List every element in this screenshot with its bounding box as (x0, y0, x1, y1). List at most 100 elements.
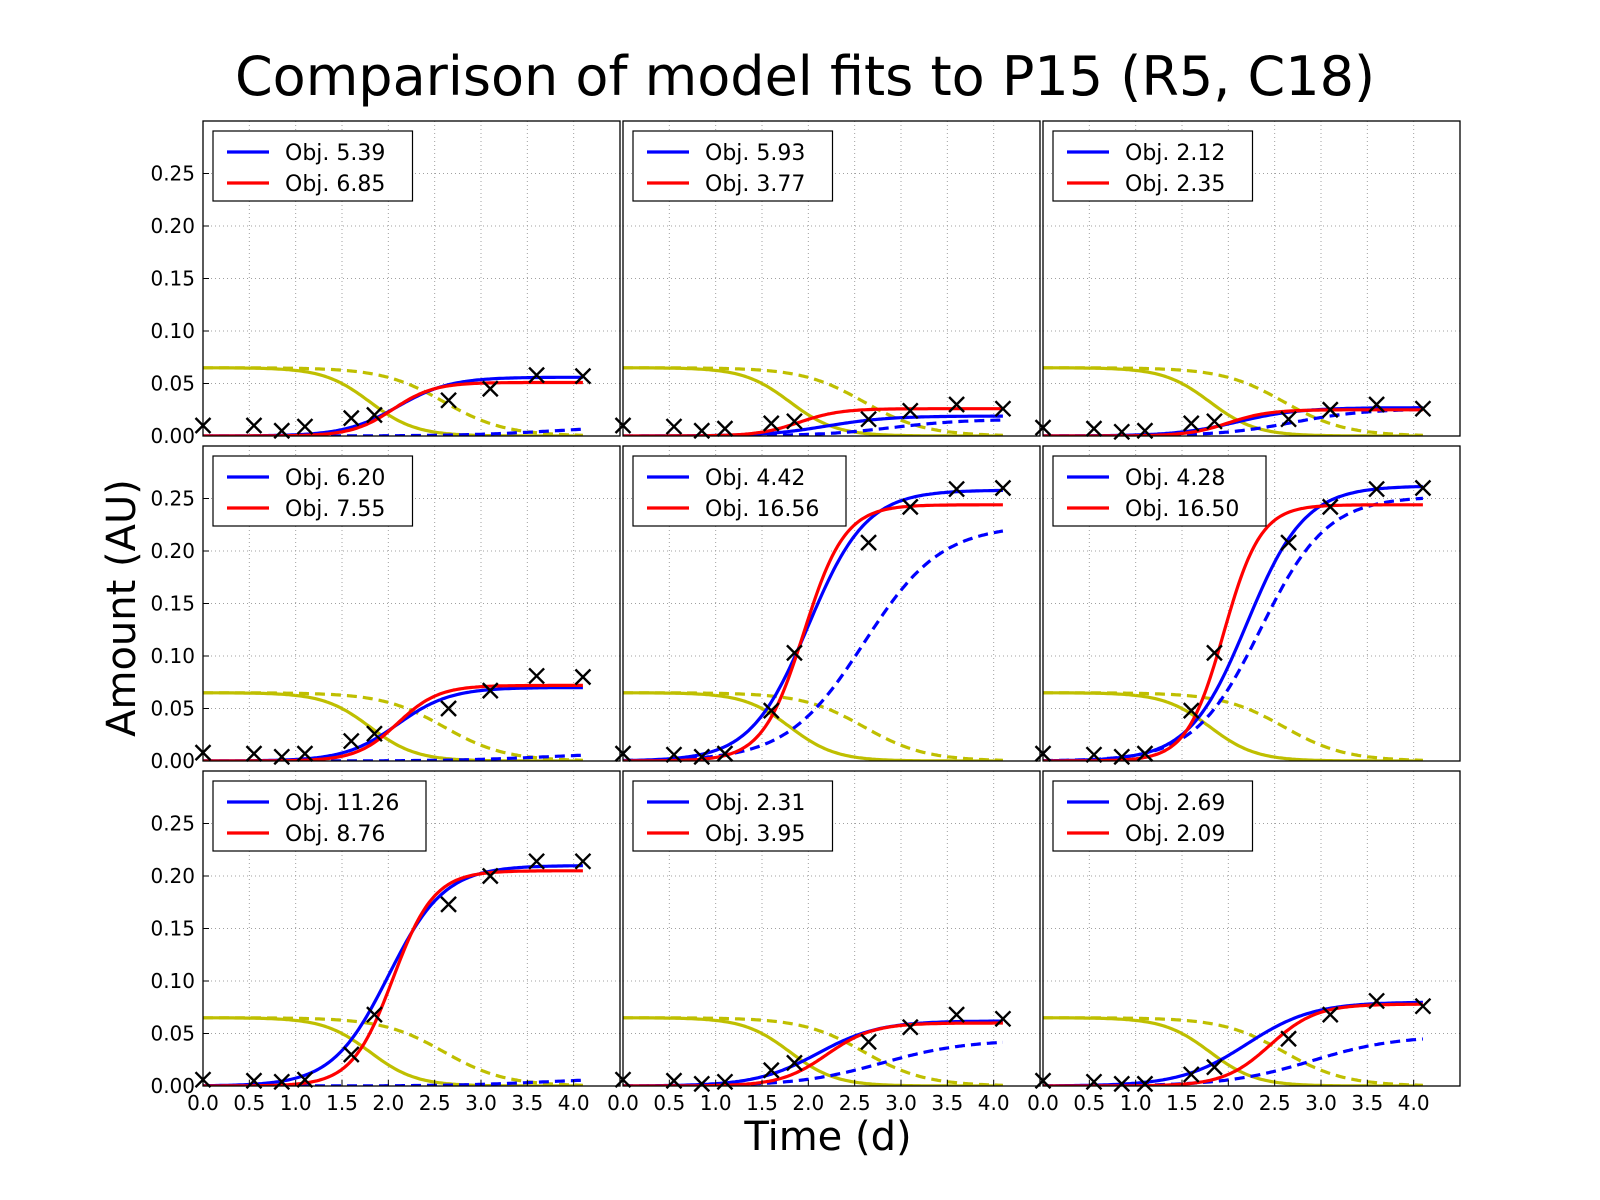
x-tick-label: 0.0 (1027, 1091, 1059, 1115)
legend-box (212, 780, 427, 852)
data-point-marker (1280, 1030, 1297, 1048)
data-point-marker (1136, 1075, 1154, 1093)
red-fit-line (203, 380, 583, 436)
panel-frame (622, 770, 1041, 1087)
x-tick-label: 2.0 (792, 1091, 824, 1115)
blue-fit-line (203, 686, 583, 761)
data-point-marker (994, 479, 1012, 497)
panel-frame (622, 445, 1041, 762)
legend-entry-label: Obj. 2.31 (705, 791, 805, 816)
data-point-marker (786, 644, 803, 662)
x-tick-label: 1.5 (326, 1091, 358, 1115)
blue-dashed-line (623, 1040, 1003, 1086)
yellow-dashed-line (623, 691, 1003, 761)
legend-entry-label: Obj. 16.56 (705, 497, 819, 522)
data-point-marker (342, 409, 360, 427)
legend-box (632, 780, 834, 852)
x-tick-label: 4.0 (978, 1091, 1010, 1115)
legend-box (1052, 780, 1254, 852)
data-point-marker (786, 412, 803, 430)
data-point-marker (1085, 420, 1103, 437)
data-point-marker (948, 480, 965, 498)
data-point-marker (948, 396, 965, 413)
data-point-marker (574, 852, 592, 870)
data-point-marker (296, 1071, 314, 1089)
y-tick-label: 0.00 (150, 424, 195, 448)
x-tick-label: 3.0 (885, 1091, 917, 1115)
data-point-marker (1113, 423, 1131, 441)
x-tick-label: 0.0 (187, 1091, 219, 1115)
panel-curves (623, 366, 1003, 436)
yellow-dashed-line (623, 366, 1003, 436)
data-point-marker (1368, 396, 1385, 413)
legend: Obj. 6.20 Obj. 7.55 (212, 455, 414, 527)
yellow-dashed-line (1043, 1016, 1423, 1086)
y-tick-label: 0.15 (150, 917, 195, 941)
data-point-marker (1321, 401, 1339, 419)
data-point-marker (762, 415, 780, 432)
x-tick-label: 2.5 (1259, 1091, 1291, 1115)
legend-entry-label: Obj. 6.20 (285, 466, 385, 491)
red-fit-line (203, 869, 583, 1086)
data-point-marker (1182, 702, 1200, 719)
yellow-solid-line (623, 366, 1003, 436)
panel-frame (1042, 445, 1461, 762)
data-point-marker (528, 667, 545, 685)
legend-entry-label: Obj. 8.76 (285, 822, 385, 847)
legend-entry-label: Obj. 5.93 (705, 141, 805, 166)
x-tick-label: 1.0 (1120, 1091, 1152, 1115)
x-tick-label: 1.0 (700, 1091, 732, 1115)
panel-curves (203, 864, 583, 1086)
red-fit-line (1043, 503, 1423, 761)
legend: Obj. 4.28 Obj. 16.50 (1052, 455, 1267, 527)
y-tick-label: 0.05 (150, 372, 195, 396)
legend-entry-label: Obj. 16.50 (1125, 497, 1239, 522)
legend: Obj. 2.69 Obj. 2.09 (1052, 780, 1254, 852)
data-point-marker (342, 1046, 360, 1063)
panel-curves (623, 488, 1004, 761)
x-axis-label: Time (d) (743, 1114, 911, 1160)
data-point-marker (994, 1010, 1012, 1028)
yellow-solid-line (623, 691, 1003, 761)
legend-box (212, 130, 414, 202)
panel-curves (203, 366, 583, 436)
x-tick-label: 3.5 (1351, 1091, 1383, 1115)
legend-box (1052, 130, 1254, 202)
data-point-marker (665, 746, 683, 764)
y-tick-label: 0.00 (150, 1074, 195, 1098)
legend-entry-label: Obj. 6.85 (285, 172, 385, 197)
data-point-marker (1206, 644, 1223, 662)
data-point-marker (716, 420, 734, 437)
panel-frame (1042, 120, 1461, 437)
y-tick-label: 0.15 (150, 592, 195, 616)
blue-fit-line (203, 864, 583, 1086)
x-tick-label: 1.0 (280, 1091, 312, 1115)
x-tick-label: 2.0 (1212, 1091, 1244, 1115)
data-point-marker (481, 867, 499, 885)
blue-fit-line (1043, 484, 1423, 761)
legend-entry-label: Obj. 3.95 (705, 822, 805, 847)
data-point-marker (1368, 992, 1385, 1010)
data-point-marker (440, 391, 457, 409)
legend-box (632, 130, 834, 202)
y-tick-label: 0.10 (150, 319, 195, 343)
data-point-marker (786, 1054, 803, 1072)
panel-frame (1042, 770, 1461, 1087)
data-point-marker (901, 402, 919, 420)
legend: Obj. 5.93 Obj. 3.77 (632, 130, 834, 202)
blue-fit-line (203, 375, 583, 436)
x-tick-label: 2.0 (372, 1091, 404, 1115)
x-tick-label: 3.0 (465, 1091, 497, 1115)
legend-entry-label: Obj. 5.39 (285, 141, 385, 166)
data-point-marker (1085, 746, 1103, 764)
legend-entry-label: Obj. 7.55 (285, 497, 385, 522)
data-point-marker (860, 1033, 877, 1051)
y-tick-label: 0.05 (150, 1022, 195, 1046)
legend-box (632, 455, 847, 527)
data-point-marker (1280, 534, 1297, 551)
data-point-marker (762, 1061, 780, 1079)
data-point-marker (440, 700, 457, 717)
data-point-marker (665, 418, 683, 435)
panel-6: Obj. 4.28 Obj. 16.50 (1034, 445, 1461, 766)
legend: Obj. 5.39 Obj. 6.85 (212, 130, 414, 202)
